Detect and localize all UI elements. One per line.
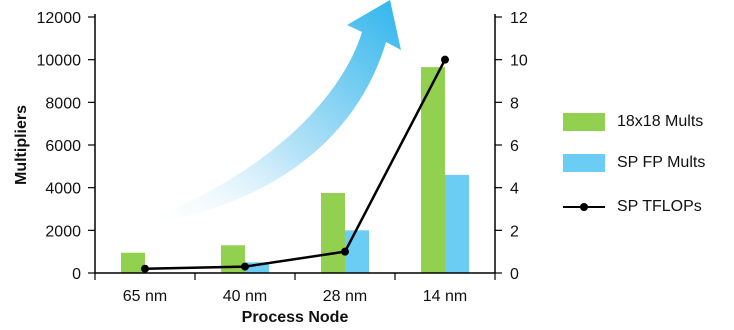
x-tick-label: 14 nm: [423, 288, 467, 305]
y-tick-label-left: 8000: [45, 95, 81, 112]
x-tick-label: 28 nm: [323, 288, 367, 305]
line-sp-tflops: [144, 59, 447, 270]
x-tick-label: 40 nm: [223, 288, 267, 305]
bar-18x18-mults: [221, 245, 245, 273]
bar-sp-fp-mults: [245, 262, 269, 273]
y-tick-label-left: 10000: [37, 53, 82, 70]
legend-item-18x18-mults: 18x18 Mults: [563, 112, 703, 132]
legend-label-sp-tflops: SP TFLOPs: [617, 198, 702, 215]
legend-label-sp-fp-mults: SP FP Mults: [617, 154, 706, 171]
y-tick-label-right: 2: [510, 223, 519, 240]
legend-swatch-18x18-mults: [563, 113, 605, 131]
y-axis-title: Multipliers: [13, 105, 30, 185]
bar-18x18-mults: [121, 252, 145, 273]
y-tick-label-right: 8: [510, 95, 519, 112]
y-tick-label-left: 6000: [45, 138, 81, 155]
point-sp-tflops: [141, 264, 149, 273]
y-tick-label-left: 2000: [45, 223, 81, 240]
y-tick-label-right: 6: [510, 138, 519, 155]
growth-arrow: [135, 0, 401, 224]
point-sp-tflops: [441, 55, 449, 64]
legend-item-sp-tflops: SP TFLOPs: [563, 197, 702, 217]
legend-swatch-sp-tflops: [563, 198, 605, 216]
x-tick-label: 65 nm: [123, 288, 167, 305]
bar-18x18-mults: [421, 67, 445, 273]
point-sp-tflops: [341, 247, 349, 256]
y-tick-label-right: 4: [510, 181, 519, 198]
y-tick-label-right: 10: [510, 53, 528, 70]
y-tick-label-left: 4000: [45, 181, 81, 198]
legend-item-sp-fp-mults: SP FP Mults: [563, 153, 705, 173]
y-tick-label-right: 12: [510, 10, 528, 27]
bar-18x18-mults: [321, 193, 345, 273]
point-sp-tflops: [241, 262, 249, 271]
y-tick-label-right: 0: [510, 266, 519, 283]
y-tick-label-left: 0: [72, 266, 81, 283]
bar-sp-fp-mults: [445, 174, 469, 273]
x-axis-title: Process Node: [242, 309, 349, 326]
legend-swatch-sp-fp-mults: [563, 154, 605, 172]
legend-label-18x18-mults: 18x18 Mults: [617, 113, 704, 130]
y-tick-label-left: 12000: [37, 10, 82, 27]
